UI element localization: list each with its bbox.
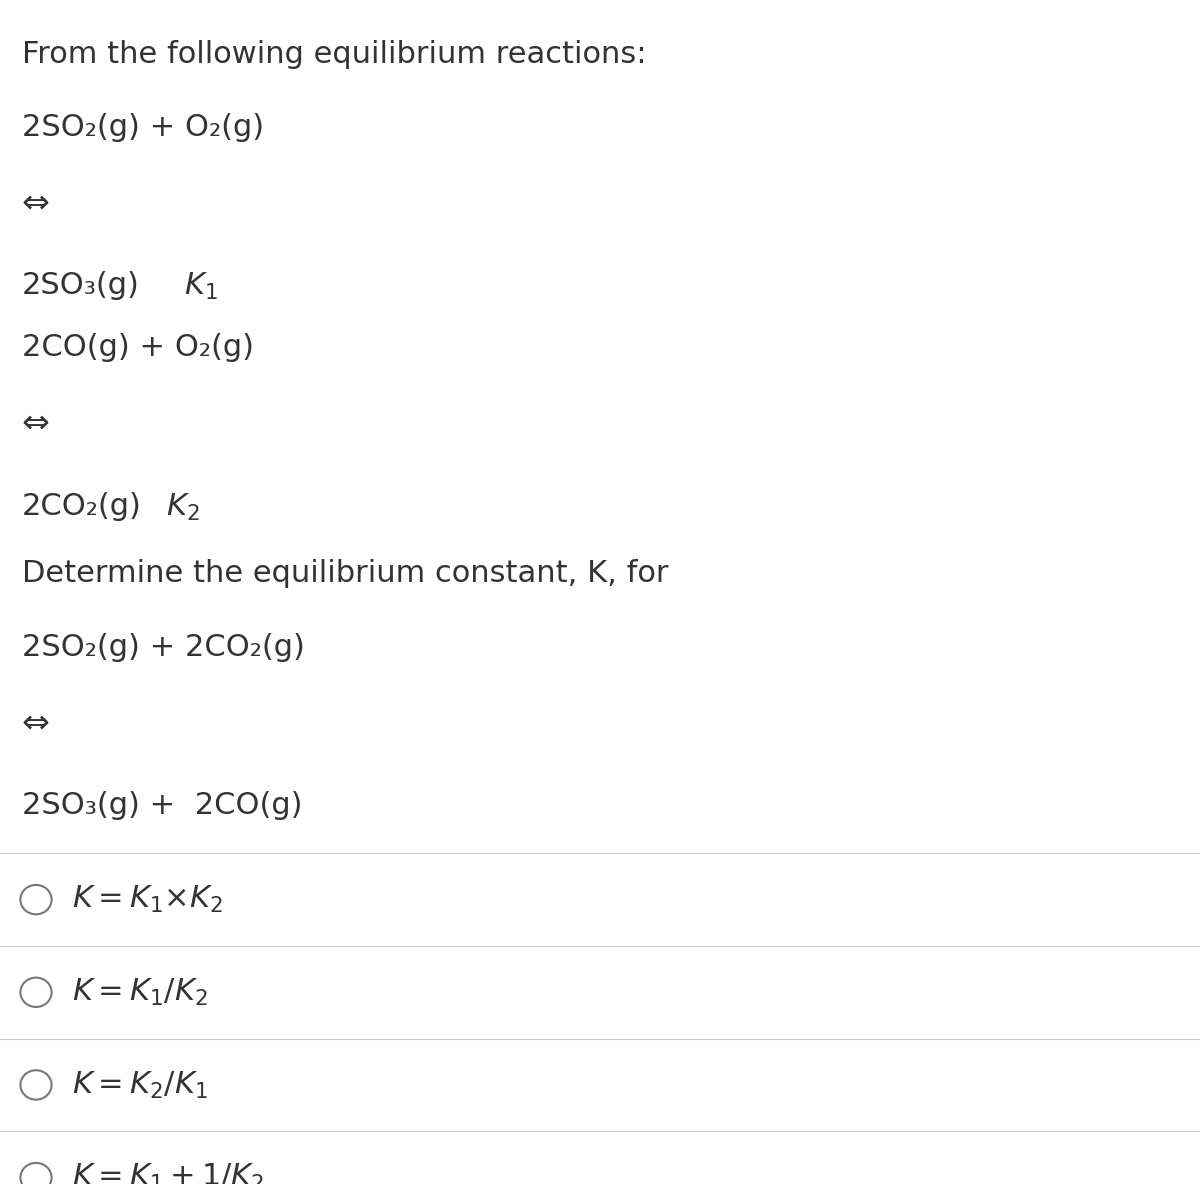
Text: 2CO(g) + O₂(g): 2CO(g) + O₂(g)	[22, 334, 253, 362]
Text: 2SO₃(g): 2SO₃(g)	[22, 271, 139, 301]
Text: ⇔: ⇔	[22, 186, 49, 219]
Text: From the following equilibrium reactions:: From the following equilibrium reactions…	[22, 39, 646, 69]
Text: 2CO₂(g): 2CO₂(g)	[22, 491, 142, 521]
Text: $K=K_1/K_2$: $K=K_1/K_2$	[72, 977, 208, 1008]
Text: ⇔: ⇔	[22, 707, 49, 739]
Text: 2SO₂(g) + 2CO₂(g): 2SO₂(g) + 2CO₂(g)	[22, 633, 305, 662]
Text: ⇔: ⇔	[22, 407, 49, 440]
Text: Determine the equilibrium constant, K, for: Determine the equilibrium constant, K, f…	[22, 559, 668, 588]
Text: 2SO₃(g) +  2CO(g): 2SO₃(g) + 2CO(g)	[22, 791, 302, 821]
Text: $K_2$: $K_2$	[166, 491, 199, 522]
Text: $K=K_2/K_1$: $K=K_2/K_1$	[72, 1069, 208, 1100]
Text: $K_1$: $K_1$	[184, 271, 217, 302]
Text: $K=K_1{\times}K_2$: $K=K_1{\times}K_2$	[72, 884, 223, 915]
Text: $K=K_1 + 1/K_2$: $K=K_1 + 1/K_2$	[72, 1162, 264, 1184]
Text: 2SO₂(g) + O₂(g): 2SO₂(g) + O₂(g)	[22, 112, 264, 142]
